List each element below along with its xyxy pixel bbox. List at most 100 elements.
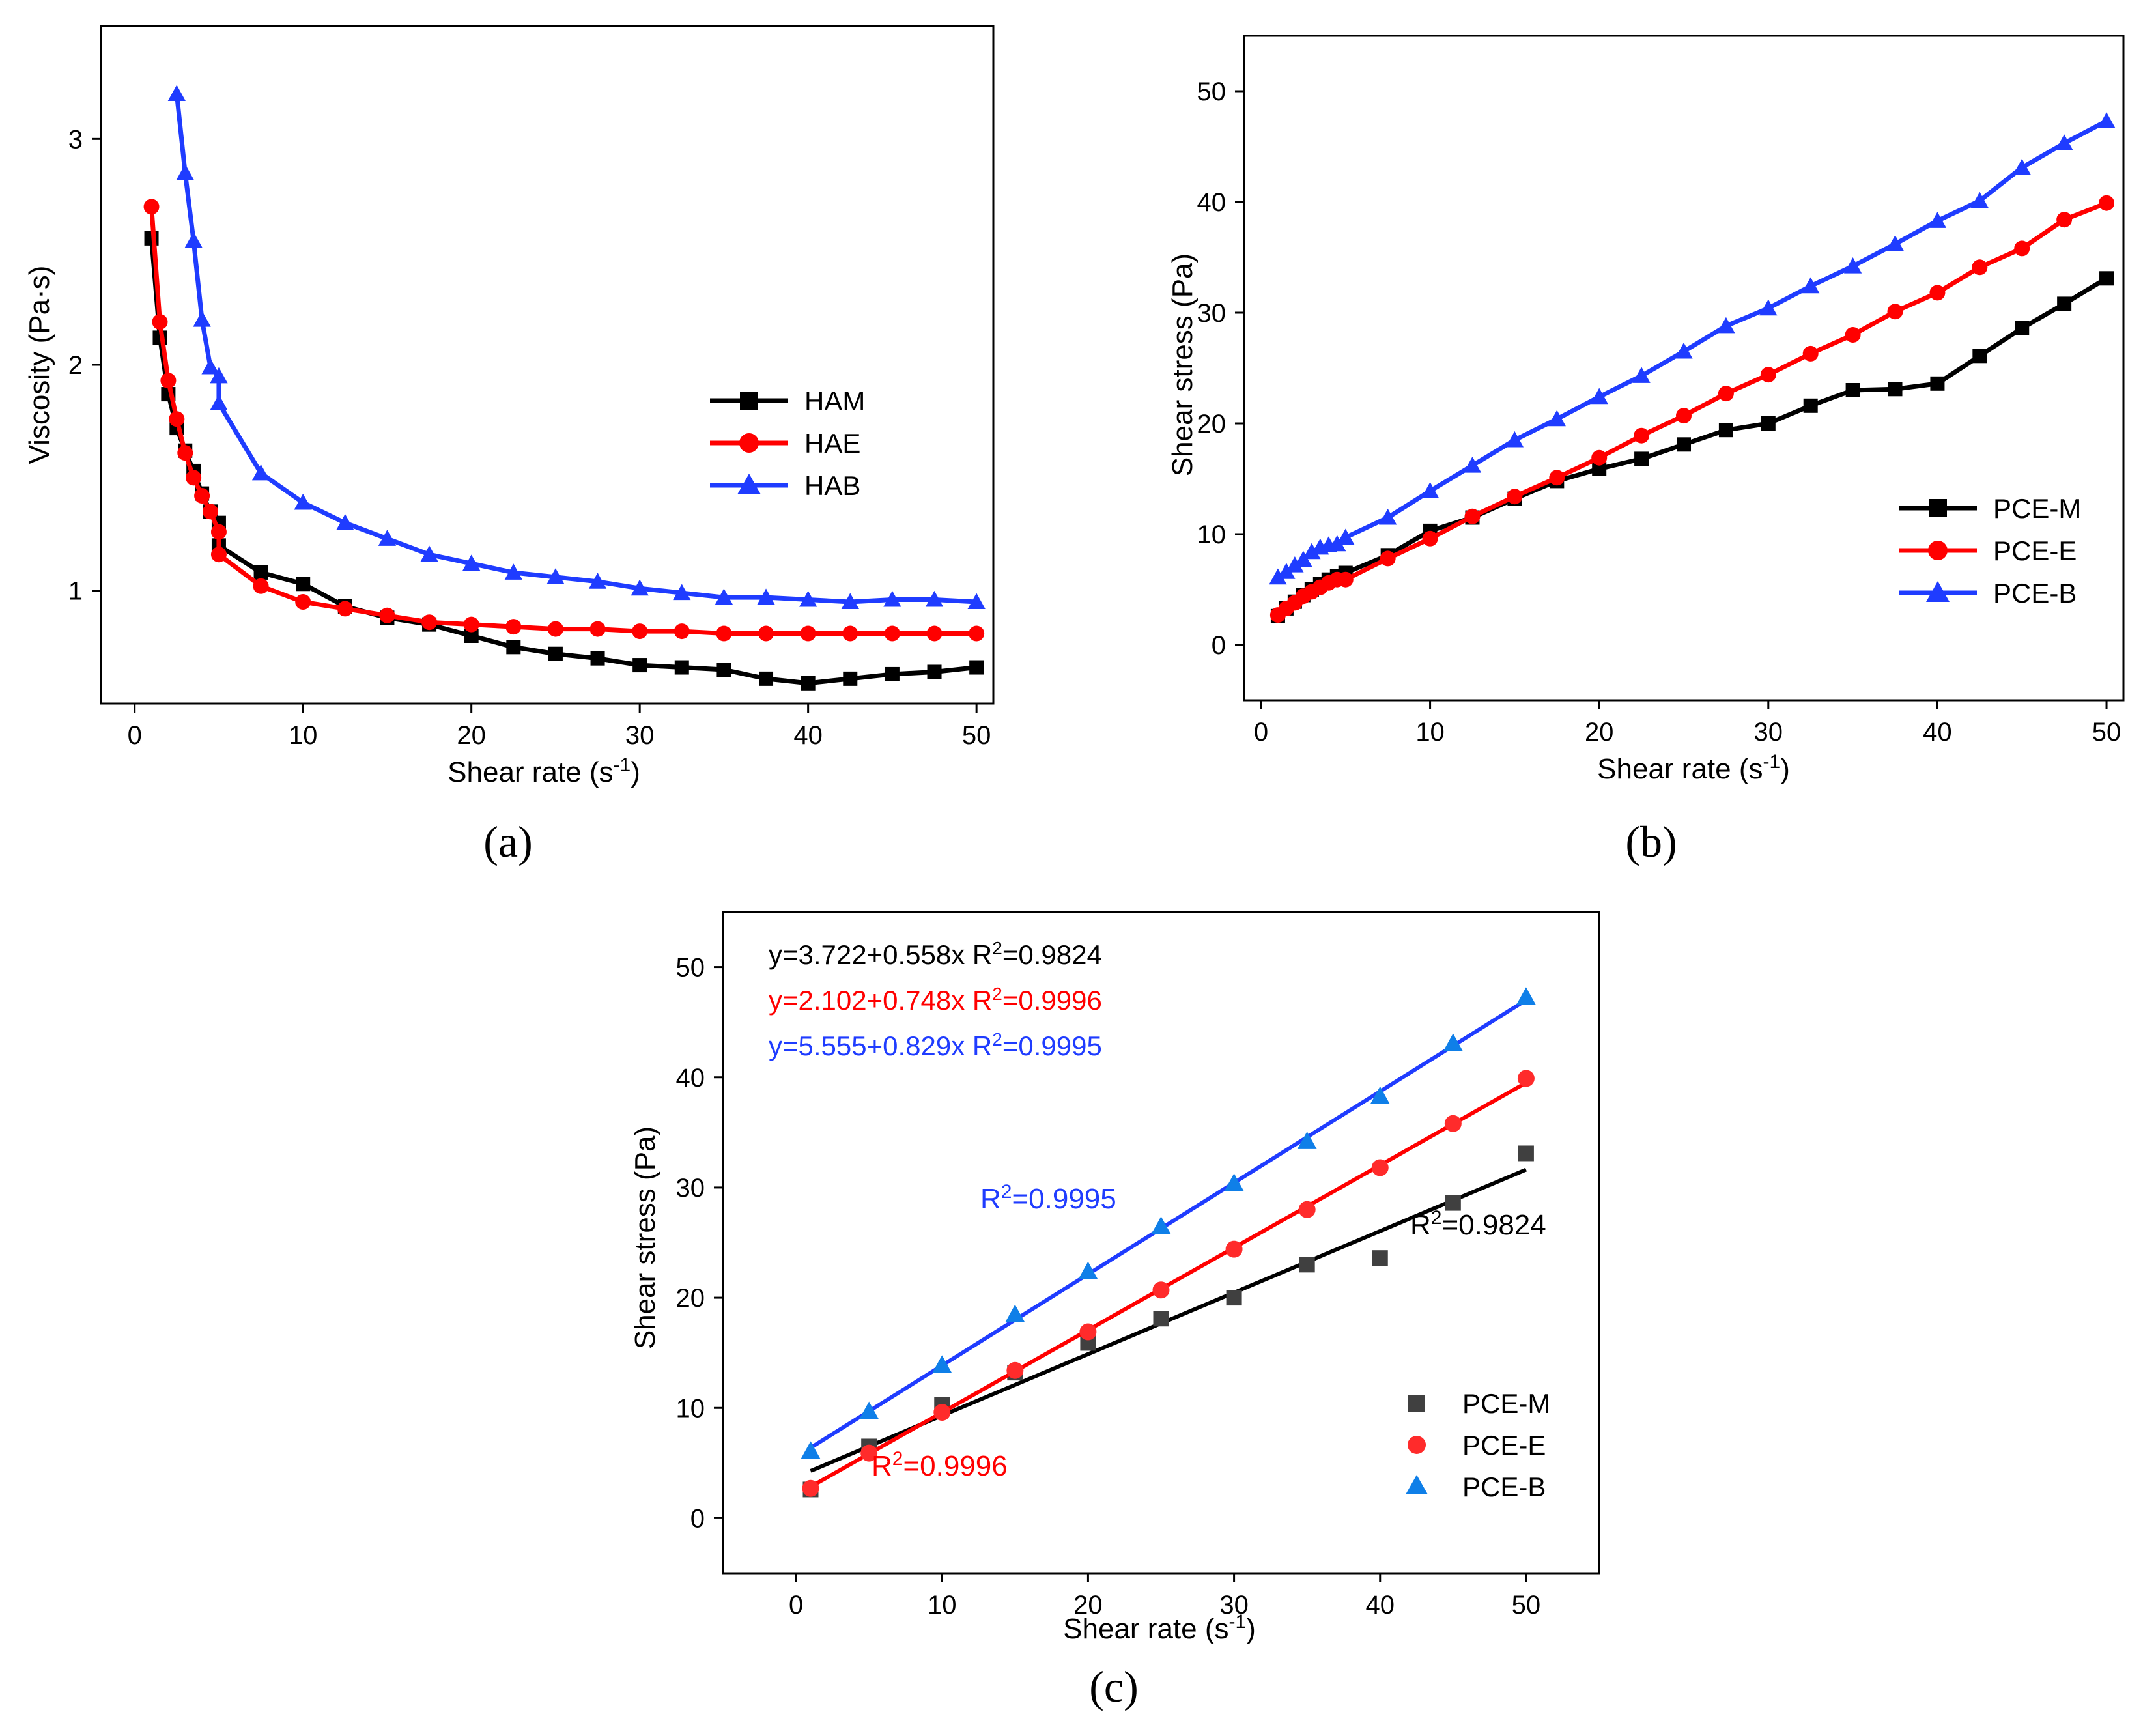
data-point-hab: [294, 493, 312, 510]
legend-label-c-pce-e: PCE-E: [1462, 1430, 1546, 1461]
data-point-pce-m: [1888, 382, 1903, 397]
data-point-pce-b: [1297, 1131, 1317, 1149]
x-tick-label: 40: [1923, 718, 1952, 747]
chart-c-frame: [722, 911, 1600, 1575]
data-point-hab: [883, 590, 901, 607]
data-point-hae: [463, 616, 479, 633]
data-point-pce-e: [1517, 1070, 1535, 1087]
legend-label-ham: HAM: [804, 386, 865, 416]
data-point-pce-m: [1372, 1250, 1388, 1266]
data-point-hae: [177, 445, 193, 461]
data-point-pce-b: [2013, 158, 2031, 175]
data-point-ham: [590, 651, 605, 666]
data-point-hab: [251, 464, 270, 481]
data-point-pce-b: [1886, 235, 1905, 251]
data-point-ham: [843, 671, 858, 686]
data-point-pce-b: [932, 1355, 952, 1373]
annotation-r2-pce-m: R2=0.9824: [1410, 1207, 1546, 1242]
data-point-pce-b: [1632, 367, 1651, 383]
chart-a-ylabel: Viscosity (Pa·s): [23, 266, 55, 464]
y-tick-label: 10: [1197, 520, 1227, 549]
legend-label-c-pce-b: PCE-B: [1462, 1472, 1546, 1502]
data-point-hab: [193, 311, 211, 327]
data-point-ham: [801, 676, 816, 691]
y-tick-label: 3: [68, 125, 83, 154]
x-tick-label: 10: [928, 1591, 957, 1619]
data-point-pce-e: [2056, 212, 2073, 228]
chart-a-legend: HAM HAE HAB: [710, 386, 865, 501]
chart-c-legend: PCE-M PCE-E PCE-B: [1406, 1388, 1550, 1502]
data-point-hab: [504, 563, 522, 580]
data-point-pce-e: [1802, 345, 1819, 362]
data-point-pce-b: [1970, 192, 1989, 208]
y-tick-label: 20: [1197, 410, 1227, 438]
data-point-hab: [201, 358, 220, 375]
data-point-pce-b: [1590, 388, 1608, 405]
data-point-hae: [800, 625, 816, 642]
chart-b-frame: [1243, 35, 2125, 702]
data-point-pce-b: [1224, 1173, 1244, 1191]
y-tick-label: 2: [68, 351, 83, 380]
data-point-pce-e: [1718, 386, 1734, 402]
data-point-pce-e: [1371, 1159, 1389, 1176]
data-point-pce-e: [933, 1404, 951, 1421]
data-point-pce-b: [1463, 456, 1482, 473]
data-point-pce-b: [1759, 299, 1778, 316]
data-point-pce-b: [1379, 508, 1397, 525]
data-point-ham: [632, 658, 647, 673]
data-point-pce-b: [2097, 112, 2116, 128]
data-point-hae: [253, 578, 269, 594]
data-point-pce-b: [801, 1441, 821, 1459]
data-point-pce-b: [1505, 431, 1524, 448]
legend-marker-ham: [740, 392, 758, 410]
data-point-hab: [715, 588, 733, 605]
legend-marker-hae: [739, 433, 759, 453]
data-point-hab: [336, 514, 354, 530]
data-point-pce-m: [2099, 271, 2114, 286]
x-tick-label: 0: [789, 1591, 803, 1619]
data-point-pce-b: [1516, 987, 1536, 1005]
data-point-pce-e: [1079, 1323, 1097, 1341]
data-point-pce-e: [802, 1479, 819, 1497]
data-point-pce-e: [1591, 449, 1608, 466]
data-point-pce-m: [1930, 376, 1945, 391]
data-point-pce-e: [1152, 1281, 1170, 1299]
data-point-hae: [674, 623, 690, 640]
data-point-ham: [716, 663, 731, 677]
data-point-hae: [758, 625, 774, 642]
data-point-hab: [184, 231, 203, 248]
data-point-ham: [464, 629, 479, 643]
data-point-pce-b: [1005, 1304, 1025, 1322]
equation-pce-e: y=2.102+0.748x R2=0.9996: [769, 984, 1102, 1016]
data-point-hae: [186, 470, 202, 486]
chart-a: 0 10 20 30 40 50 1 2 3 Shear rate (s-1) Viscosit…: [23, 25, 995, 866]
legend-label-pce-b: PCE-B: [1993, 578, 2077, 608]
legend-label-hab: HAB: [804, 470, 860, 501]
data-point-hab: [378, 530, 397, 546]
legend-label-pce-e: PCE-E: [1993, 535, 2077, 566]
data-point-pce-b: [859, 1401, 879, 1419]
data-point-pce-e: [1464, 508, 1481, 524]
x-tick-label: 10: [289, 721, 318, 750]
data-point-pce-b: [1717, 317, 1735, 334]
x-tick-label: 30: [1219, 1591, 1249, 1619]
data-point-ham: [674, 660, 689, 675]
data-point-hab: [462, 554, 481, 571]
data-point-pce-b: [1328, 535, 1346, 552]
equation-pce-b: y=5.555+0.829x R2=0.9995: [769, 1029, 1102, 1062]
data-point-pce-e: [1380, 550, 1396, 567]
chart-c-ylabel: Shear stress (Pa): [629, 1126, 661, 1349]
series-line-hae: [149, 207, 977, 636]
legend-marker-pce-e: [1928, 541, 1948, 560]
fit-line-pce-b: [809, 998, 1527, 1449]
legend-marker-c-pce-m: [1408, 1395, 1425, 1412]
data-point-pce-m: [1677, 437, 1691, 452]
data-point-ham: [548, 646, 563, 661]
data-point-hab: [925, 590, 944, 607]
data-point-pce-m: [1972, 349, 1987, 364]
fit-line-pce-e: [810, 1081, 1527, 1489]
data-point-hab: [167, 85, 186, 101]
legend-marker-hab: [737, 474, 761, 494]
chart-b-ylabel: Shear stress (Pa): [1167, 253, 1199, 476]
